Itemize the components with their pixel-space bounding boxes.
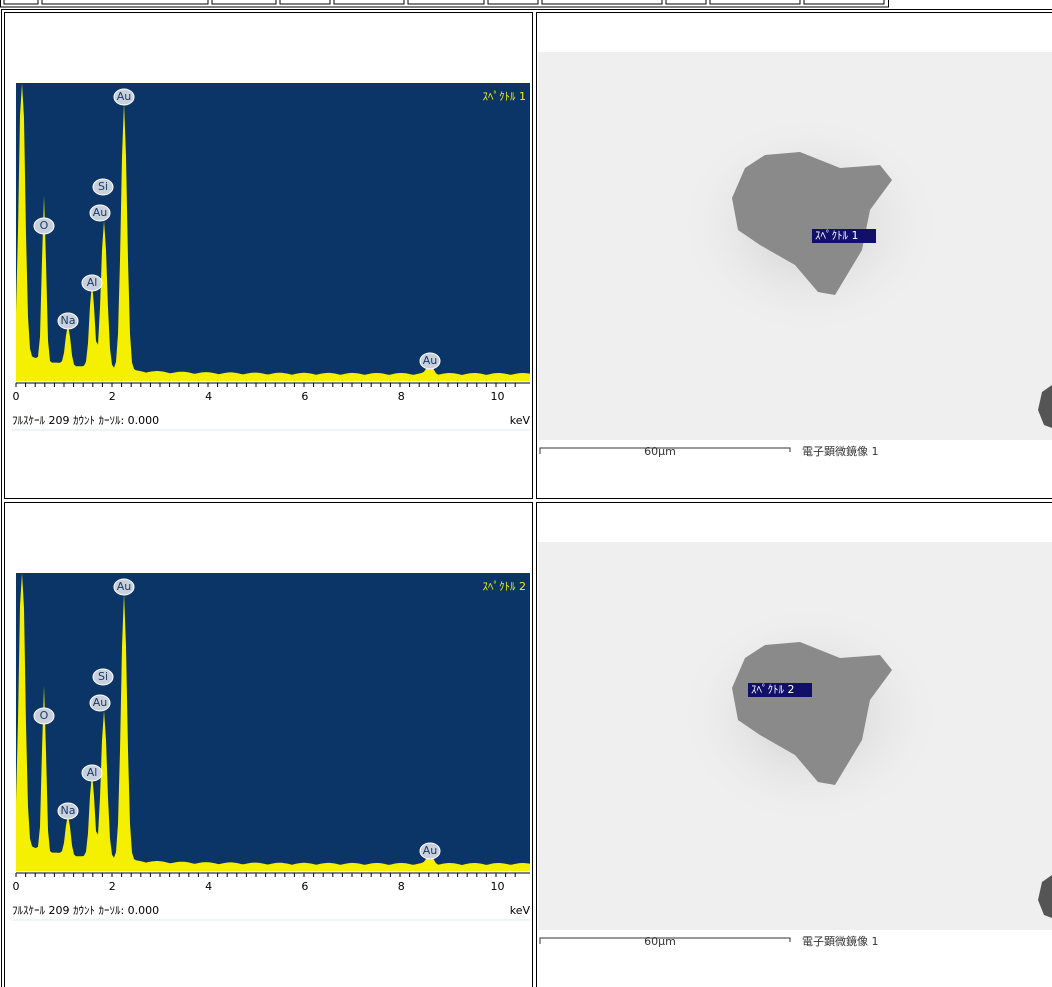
edge-feature [1038, 875, 1052, 918]
peak-bubble [89, 204, 111, 222]
peak-label: Au [423, 354, 438, 367]
x-tick-label: 6 [301, 880, 308, 893]
spectrum-marker [812, 229, 876, 243]
peak-label: Si [98, 670, 108, 683]
peak-bubble [57, 312, 79, 330]
peak-label: Au [117, 580, 132, 593]
peak-bubble [92, 668, 114, 686]
peak-bubble [419, 842, 441, 860]
row: ｽﾍﾟｸﾄﾙ 2 Au Si Au O Al Na Au 0 2 4 6 8 10 ﾌﾙｽｹｰﾙ 209 ｶ… [12, 542, 1052, 948]
x-tick-label: 2 [109, 880, 116, 893]
peak-label: O [40, 709, 49, 722]
image-caption: 電子顕微鏡像 1 [802, 934, 879, 948]
particle [732, 642, 892, 785]
scale-label: 60µm [644, 935, 676, 948]
spectrum-footer: ﾌﾙｽｹｰﾙ 209 ｶｳﾝﾄ ｶｰｿﾙ: 0.000 [12, 904, 159, 917]
peak-bubble [113, 578, 135, 596]
spectrum-unit: keV [510, 414, 531, 427]
peak-label: Al [87, 766, 98, 779]
peak-label: Au [93, 206, 108, 219]
peak-label: Na [61, 314, 76, 327]
particle [732, 152, 892, 295]
x-tick-label: 0 [13, 390, 20, 403]
table-frame [1, 9, 1052, 987]
peak-bubble [57, 802, 79, 820]
x-tick-label: 8 [398, 880, 405, 893]
row: ｽﾍﾟｸﾄﾙ 1 Au Si Au O Al Na Au 0 2 4 6 8 10 ﾌﾙｽｹｰﾙ 209 ｶ… [12, 52, 1052, 458]
image-caption: 電子顕微鏡像 1 [802, 444, 879, 458]
edge-feature [1038, 385, 1052, 428]
spectrum-trace [16, 573, 530, 871]
scale-bar [539, 937, 791, 944]
peak-bubble [33, 217, 55, 235]
x-tick-label: 10 [491, 390, 505, 403]
spectrum-marker [748, 683, 812, 697]
peak-bubble [81, 274, 103, 292]
peak-bubble [89, 694, 111, 712]
spectrum-unit: keV [510, 904, 531, 917]
spectrum-title: ｽﾍﾟｸﾄﾙ 2 [483, 580, 527, 593]
peak-bubble [113, 88, 135, 106]
x-tick-label: 10 [491, 880, 505, 893]
x-tick-label: 8 [398, 390, 405, 403]
peak-bubble [419, 352, 441, 370]
spectrum-title: ｽﾍﾟｸﾄﾙ 1 [483, 90, 527, 103]
peak-label: Si [98, 180, 108, 193]
header-tabs [0, 0, 889, 8]
marker-label: ｽﾍﾟｸﾄﾙ 1 [815, 229, 859, 242]
spectrum-trace [16, 83, 530, 381]
peak-label: Au [117, 90, 132, 103]
peak-bubble [92, 178, 114, 196]
peak-label: Al [87, 276, 98, 289]
x-tick-label: 2 [109, 390, 116, 403]
peak-bubble [81, 764, 103, 782]
peak-label: Au [93, 696, 108, 709]
spectrum-footer: ﾌﾙｽｹｰﾙ 209 ｶｳﾝﾄ ｶｰｿﾙ: 0.000 [12, 414, 159, 427]
x-tick-label: 4 [205, 390, 212, 403]
x-tick-label: 6 [301, 390, 308, 403]
x-tick-label: 4 [205, 880, 212, 893]
x-tick-label: 0 [13, 880, 20, 893]
peak-label: Au [423, 844, 438, 857]
scale-bar [539, 447, 791, 454]
marker-label: ｽﾍﾟｸﾄﾙ 2 [751, 683, 795, 696]
scale-label: 60µm [644, 445, 676, 458]
peak-label: Na [61, 804, 76, 817]
peak-bubble [33, 707, 55, 725]
peak-label: O [40, 219, 49, 232]
